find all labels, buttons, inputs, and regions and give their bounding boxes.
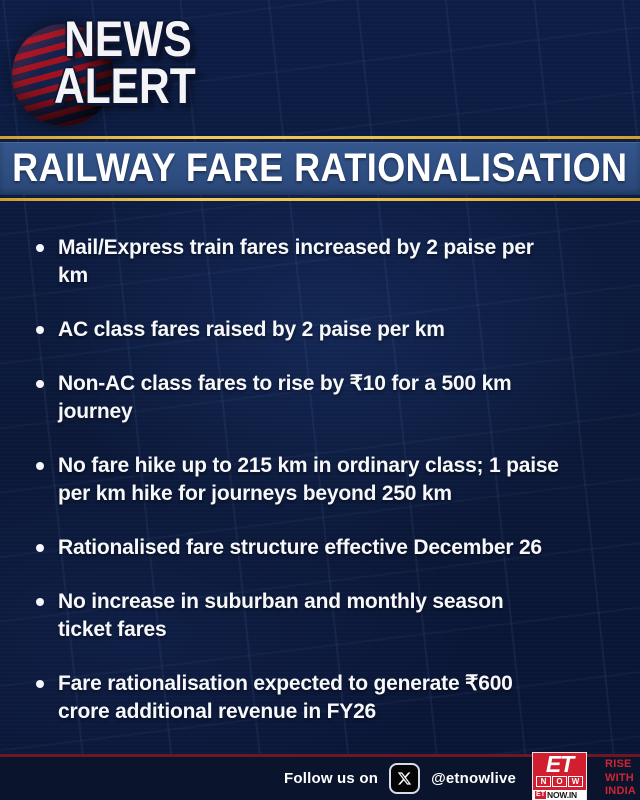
etnow-logo: ET N O W ET NOW.IN — [532, 751, 588, 800]
list-item: No fare hike up to 215 km in ordinary cl… — [36, 452, 614, 508]
x-twitter-icon[interactable] — [389, 763, 421, 794]
list-item: Fare rationalisation expected to generat… — [36, 670, 614, 726]
bullet-dot — [36, 598, 44, 606]
footer-bar: Follow us on @etnowlive ET N O W ET NOW.… — [0, 751, 640, 800]
etnow-logo-now-letter: N — [536, 776, 552, 787]
list-item: Non-AC class fares to rise by ₹10 for a … — [36, 370, 614, 426]
bullet-dot — [36, 462, 44, 470]
list-item: AC class fares raised by 2 paise per km — [36, 316, 614, 344]
logo-line-alert: ALERT — [54, 58, 196, 114]
etnow-logo-red-box: ET N O W — [532, 751, 588, 790]
rise-with-india-tagline: RISE WITH INDIA — [605, 758, 636, 798]
bullet-text: AC class fares raised by 2 paise per km — [58, 318, 445, 341]
follow-us-label: Follow us on — [284, 770, 379, 787]
list-item: No increase in suburban and monthly seas… — [36, 588, 614, 644]
etnow-logo-et: ET — [545, 751, 574, 777]
bullet-text: No fare hike up to 215 km in ordinary cl… — [58, 454, 559, 505]
etnow-logo-now: N O W — [533, 776, 586, 787]
bullet-dot — [36, 380, 44, 388]
bullet-dot — [36, 244, 44, 252]
headline-banner: RAILWAY FARE RATIONALISATION — [0, 136, 640, 201]
bullet-dot — [36, 326, 44, 334]
page-title: RAILWAY FARE RATIONALISATION — [12, 146, 628, 190]
bullet-dot — [36, 680, 44, 688]
social-handle[interactable]: @etnowlive — [431, 770, 517, 787]
gold-divider-bottom — [0, 198, 640, 201]
bullet-dot — [36, 544, 44, 552]
etnow-logo-now-letter: W — [568, 776, 584, 787]
bullet-text: Mail/Express train fares increased by 2 … — [58, 236, 534, 287]
etnow-site-strip: ET NOW.IN — [532, 790, 588, 800]
list-item: Mail/Express train fares increased by 2 … — [36, 234, 614, 290]
news-alert-logo: NEWS ALERT — [6, 11, 222, 132]
bullet-text: Non-AC class fares to rise by ₹10 for a … — [58, 372, 512, 423]
list-item: Rationalised fare structure effective De… — [36, 534, 614, 562]
etnow-site-suffix: NOW.IN — [547, 790, 577, 800]
etnow-site-prefix: ET — [535, 791, 546, 799]
bullet-text: Fare rationalisation expected to generat… — [58, 672, 513, 723]
news-alert-wordmark: NEWS ALERT — [54, 11, 196, 114]
bullet-text: No increase in suburban and monthly seas… — [58, 590, 504, 641]
headline-band: RAILWAY FARE RATIONALISATION — [0, 142, 640, 195]
logo-line-news: NEWS — [64, 11, 192, 67]
bullet-text: Rationalised fare structure effective De… — [58, 536, 542, 559]
etnow-logo-now-letter: O — [552, 776, 568, 787]
gold-divider-top — [0, 136, 640, 139]
news-points-list: Mail/Express train fares increased by 2 … — [36, 234, 614, 752]
